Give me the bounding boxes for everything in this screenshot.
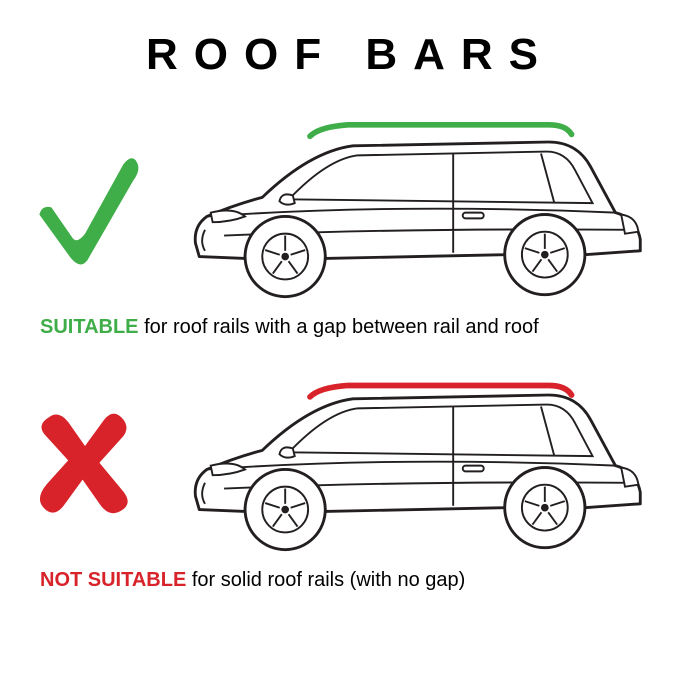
row-not-suitable <box>20 353 680 563</box>
car-suitable-diagram <box>150 100 680 310</box>
caption-not-suitable-label: NOT SUITABLE <box>40 569 186 591</box>
check-icon <box>20 130 150 280</box>
caption-not-suitable-rest: for solid roof rails (with no gap) <box>186 569 465 591</box>
car-not-suitable-diagram <box>150 353 680 563</box>
page-title: ROOF BARS <box>146 30 554 80</box>
caption-suitable-label: SUITABLE <box>40 316 139 338</box>
caption-suitable-rest: for roof rails with a gap between rail a… <box>139 316 539 338</box>
row-suitable <box>20 100 680 310</box>
cross-icon <box>20 383 150 533</box>
caption-suitable: SUITABLE for roof rails with a gap betwe… <box>20 316 680 339</box>
caption-not-suitable: NOT SUITABLE for solid roof rails (with … <box>20 569 680 592</box>
